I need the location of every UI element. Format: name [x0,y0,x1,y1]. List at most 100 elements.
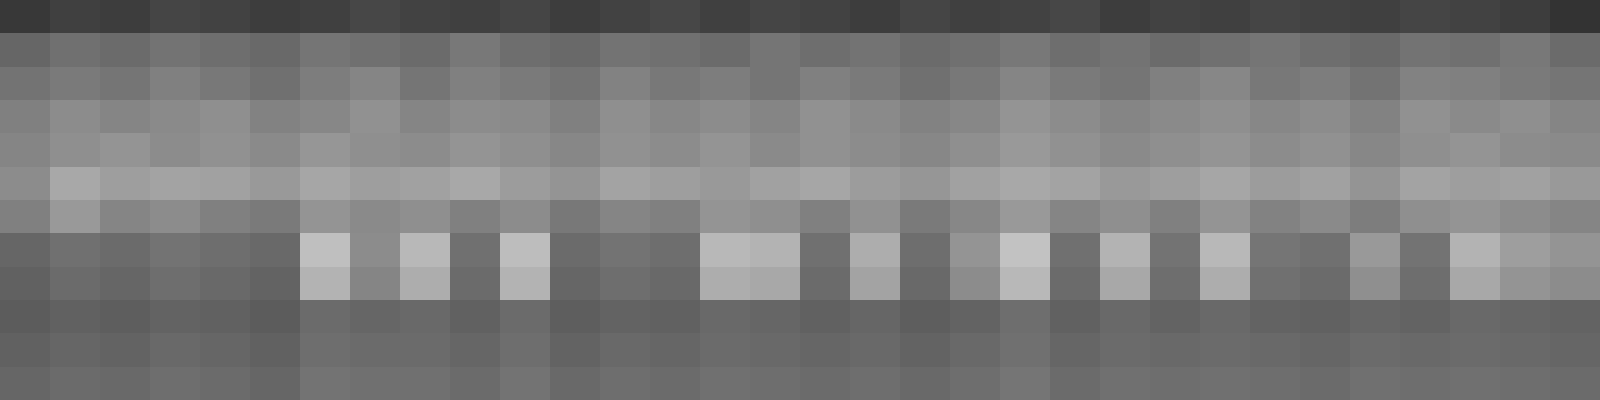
cell [400,300,451,334]
cell [1400,100,1451,134]
cell [200,333,251,367]
cell [0,267,51,301]
cell [600,367,651,400]
cell [1350,300,1401,334]
cell [1100,300,1151,334]
cell [750,333,801,367]
cell [1550,300,1600,334]
cell [950,333,1001,367]
cell [1150,267,1201,301]
cell [1350,133,1401,167]
cell [0,133,51,167]
cell [1450,0,1501,34]
cell [850,67,901,101]
cell [150,100,201,134]
cell [1050,67,1101,101]
cell [100,233,151,267]
cell [150,33,201,67]
cell [1200,100,1251,134]
cell [100,300,151,334]
cell [350,100,401,134]
cell [1450,133,1501,167]
cell [500,200,551,234]
cell [1300,333,1351,367]
cell [1050,0,1101,34]
cell [550,367,601,400]
cell [1100,167,1151,201]
cell [150,200,201,234]
cell [1300,133,1351,167]
cell [1100,100,1151,134]
cell [800,200,851,234]
cell [400,0,451,34]
cell [1500,200,1551,234]
cell [650,133,701,167]
cell [600,33,651,67]
cell [100,167,151,201]
cell [750,0,801,34]
cell [250,367,301,400]
cell [1350,200,1401,234]
cell [300,233,351,267]
cell [450,233,501,267]
cell [950,367,1001,400]
cell [200,0,251,34]
cell [900,333,951,367]
cell [1500,267,1551,301]
cell [100,100,151,134]
cell [1050,233,1101,267]
cell [1350,333,1401,367]
cell [50,300,101,334]
cell [1350,267,1401,301]
cell [900,133,951,167]
cell [1400,300,1451,334]
cell [1500,367,1551,400]
cell [600,133,651,167]
cell [250,333,301,367]
cell [650,333,701,367]
cell [400,333,451,367]
cell [1150,33,1201,67]
cell [950,233,1001,267]
cell [0,333,51,367]
cell [1250,67,1301,101]
cell [1000,67,1051,101]
cell [900,300,951,334]
cell [450,0,501,34]
cell [700,367,751,400]
cell [1050,200,1101,234]
cell [50,233,101,267]
cell [100,333,151,367]
cell [1200,200,1251,234]
cell [900,200,951,234]
cell [700,100,751,134]
cell [950,167,1001,201]
cell [500,100,551,134]
cell [1150,0,1201,34]
cell [1450,100,1501,134]
cell [1550,367,1600,400]
cell [1150,300,1201,334]
cell [0,100,51,134]
cell [450,167,501,201]
cell [1500,0,1551,34]
cell [1350,233,1401,267]
cell [850,267,901,301]
cell [850,200,901,234]
cell [150,67,201,101]
cell [500,0,551,34]
cell [1450,267,1501,301]
cell [850,0,901,34]
cell [250,133,301,167]
cell [550,167,601,201]
cell [200,200,251,234]
cell [350,300,401,334]
cell [1500,167,1551,201]
cell [1450,333,1501,367]
cell [300,267,351,301]
cell [950,67,1001,101]
cell [0,33,51,67]
cell [800,33,851,67]
cell [1350,67,1401,101]
cell [450,133,501,167]
